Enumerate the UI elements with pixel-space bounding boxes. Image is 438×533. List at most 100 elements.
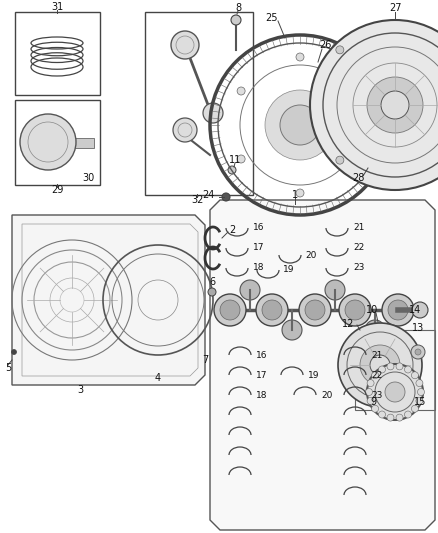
Text: 11: 11 (229, 155, 241, 165)
Circle shape (265, 90, 335, 160)
Circle shape (208, 288, 216, 296)
Circle shape (222, 193, 230, 201)
Circle shape (355, 155, 363, 163)
Text: 24: 24 (202, 190, 214, 200)
Circle shape (338, 323, 422, 407)
Circle shape (405, 366, 411, 373)
Circle shape (378, 366, 385, 373)
Bar (15, 12, 100, 95)
Circle shape (367, 77, 423, 133)
Circle shape (371, 405, 378, 412)
Bar (145, 12, 253, 195)
Text: 17: 17 (256, 370, 268, 379)
Circle shape (387, 414, 394, 421)
Text: 6: 6 (209, 277, 215, 287)
Text: 14: 14 (409, 305, 421, 315)
Circle shape (325, 280, 345, 300)
Circle shape (237, 155, 245, 163)
Text: 1: 1 (292, 190, 298, 200)
Circle shape (411, 372, 418, 379)
Circle shape (336, 156, 344, 164)
Text: 25: 25 (266, 13, 278, 23)
Bar (72, 138, 94, 148)
Text: 5: 5 (5, 363, 11, 373)
Circle shape (381, 91, 409, 119)
Text: 2: 2 (229, 225, 235, 235)
Text: 23: 23 (353, 263, 364, 272)
Circle shape (367, 364, 423, 420)
Text: 18: 18 (256, 391, 268, 400)
Circle shape (345, 300, 365, 320)
Circle shape (280, 105, 320, 145)
Text: 29: 29 (51, 185, 63, 195)
Circle shape (405, 411, 411, 418)
Circle shape (282, 320, 302, 340)
Text: 3: 3 (77, 385, 83, 395)
Circle shape (355, 87, 363, 95)
Circle shape (416, 398, 423, 405)
Text: 15: 15 (414, 397, 426, 407)
Circle shape (256, 294, 288, 326)
Circle shape (385, 382, 405, 402)
Circle shape (339, 294, 371, 326)
Circle shape (231, 15, 241, 25)
Circle shape (388, 300, 408, 320)
Circle shape (411, 345, 425, 359)
Circle shape (417, 389, 424, 395)
Circle shape (365, 320, 385, 340)
Circle shape (371, 372, 378, 379)
Text: 7: 7 (202, 355, 208, 365)
Text: 31: 31 (51, 2, 63, 12)
Text: 12: 12 (342, 319, 354, 329)
Text: 22: 22 (371, 370, 382, 379)
Circle shape (228, 166, 236, 174)
Text: 27: 27 (389, 3, 401, 13)
Text: 22: 22 (353, 244, 364, 253)
Circle shape (296, 189, 304, 197)
Circle shape (20, 114, 76, 170)
Text: 19: 19 (308, 370, 319, 379)
Circle shape (240, 280, 260, 300)
Circle shape (387, 363, 394, 370)
Text: 32: 32 (191, 195, 203, 205)
Circle shape (220, 300, 240, 320)
Circle shape (416, 379, 423, 386)
Circle shape (367, 379, 374, 386)
Text: 26: 26 (319, 40, 331, 50)
Circle shape (214, 294, 246, 326)
Circle shape (11, 350, 17, 354)
Text: 18: 18 (253, 263, 265, 272)
Circle shape (296, 53, 304, 61)
Circle shape (396, 414, 403, 421)
Polygon shape (12, 215, 205, 385)
Circle shape (382, 294, 414, 326)
Polygon shape (210, 200, 435, 530)
Text: 28: 28 (352, 173, 364, 183)
Text: 16: 16 (256, 351, 268, 359)
Text: 21: 21 (353, 223, 364, 232)
Circle shape (310, 20, 438, 190)
Circle shape (415, 349, 421, 355)
Text: 4: 4 (155, 373, 161, 383)
Circle shape (237, 87, 245, 95)
Circle shape (378, 411, 385, 418)
Text: 10: 10 (366, 305, 378, 315)
Circle shape (412, 302, 428, 318)
Circle shape (262, 300, 282, 320)
Text: 17: 17 (253, 244, 265, 253)
Text: 21: 21 (371, 351, 382, 359)
Text: 9: 9 (370, 397, 376, 407)
Text: 20: 20 (305, 251, 316, 260)
Text: 20: 20 (321, 391, 332, 400)
Circle shape (336, 46, 344, 54)
Text: 19: 19 (283, 265, 294, 274)
Text: 16: 16 (253, 223, 265, 232)
Circle shape (370, 355, 390, 375)
Text: 30: 30 (82, 173, 94, 183)
Circle shape (299, 294, 331, 326)
Circle shape (173, 118, 197, 142)
Circle shape (360, 345, 400, 385)
Text: 13: 13 (412, 323, 424, 333)
Circle shape (396, 363, 403, 370)
Text: 8: 8 (235, 3, 241, 13)
